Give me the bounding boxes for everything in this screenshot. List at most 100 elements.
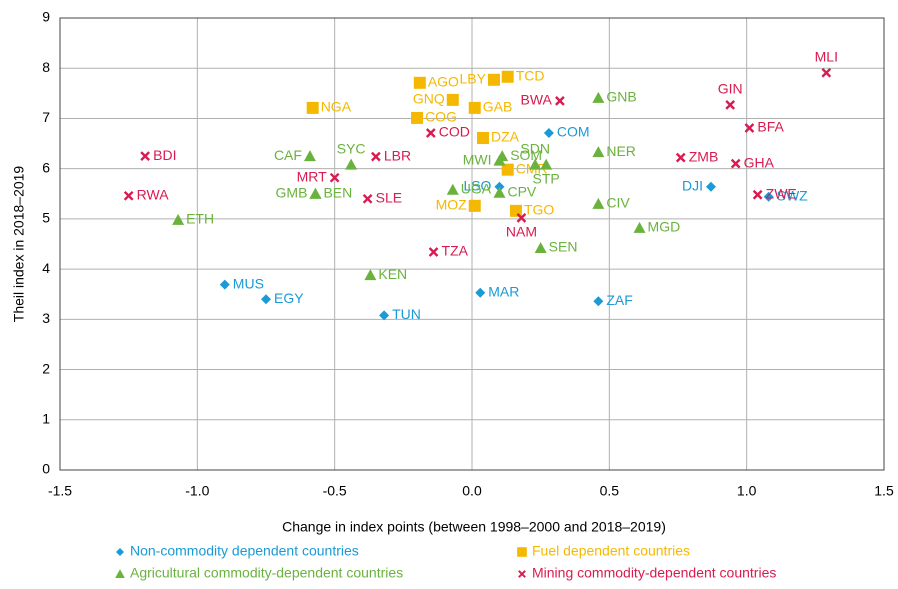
point: [345, 158, 358, 170]
point: [494, 181, 505, 192]
point-label: BWA: [521, 92, 553, 108]
point: [306, 101, 319, 114]
point-label: BDI: [153, 147, 176, 163]
point: [140, 151, 150, 161]
point: [172, 213, 185, 225]
point: [468, 199, 481, 212]
y-tick-label: 1: [42, 410, 50, 426]
point-label: EGY: [274, 290, 304, 306]
point-label: UGA: [461, 180, 492, 196]
point-label: LBY: [460, 70, 487, 86]
legend-marker: [518, 570, 526, 578]
point: [329, 172, 340, 183]
legend-label: Agricultural commodity-dependent countri…: [130, 565, 403, 581]
point: [411, 111, 424, 124]
x-tick-label: -0.5: [323, 483, 347, 499]
point: [493, 186, 506, 198]
point-label: STP: [533, 170, 560, 186]
point: [476, 132, 489, 145]
point: [730, 158, 741, 169]
point-label: TGO: [524, 202, 554, 218]
point: [428, 247, 439, 257]
y-tick-label: 4: [42, 260, 50, 276]
y-tick-label: 7: [42, 109, 50, 125]
point-label: SOM: [510, 147, 542, 163]
y-tick-label: 2: [42, 360, 50, 376]
point-label: COM: [557, 124, 590, 140]
point-label: ETH: [186, 211, 214, 227]
point-label: NER: [606, 143, 636, 159]
point: [705, 181, 716, 192]
point: [379, 310, 390, 321]
point: [744, 123, 755, 133]
point-label: GHA: [744, 154, 775, 170]
point: [516, 213, 527, 223]
point-label: COG: [425, 109, 457, 125]
legend-label: Fuel dependent countries: [532, 543, 690, 559]
legend-marker: [115, 569, 125, 578]
point-label: DZA: [491, 129, 520, 145]
point: [529, 158, 542, 170]
point: [534, 242, 547, 254]
x-tick-label: -1.5: [48, 483, 72, 499]
point-label: CAF: [274, 147, 302, 163]
point: [496, 150, 509, 162]
point-label: ZMB: [689, 148, 719, 164]
point: [487, 73, 500, 86]
point: [413, 76, 426, 89]
point-label: LSO: [463, 177, 491, 193]
point-label: LBR: [384, 147, 411, 163]
point: [446, 93, 459, 106]
legend-marker: [116, 548, 124, 556]
point-label: GMB: [276, 184, 308, 200]
point-label: NGA: [321, 99, 352, 115]
x-tick-label: 1.0: [737, 483, 757, 499]
point: [362, 193, 373, 204]
point: [371, 151, 381, 162]
point-label: MOZ: [436, 197, 468, 213]
point-label: CPV: [507, 183, 536, 199]
point-label: MGD: [648, 219, 681, 235]
y-tick-label: 8: [42, 59, 50, 75]
point-label: ZAF: [606, 292, 632, 308]
point: [675, 152, 686, 163]
point: [219, 279, 230, 290]
point: [592, 91, 605, 103]
point: [725, 100, 736, 110]
x-tick-label: 1.5: [874, 483, 894, 499]
point: [821, 67, 832, 78]
point: [543, 128, 554, 139]
legend-label: Mining commodity-dependent countries: [532, 565, 776, 581]
point: [364, 269, 377, 281]
point-label: GNQ: [413, 91, 445, 107]
point: [763, 191, 774, 202]
point-label: TZA: [442, 243, 469, 259]
point: [303, 150, 316, 162]
point-label: NAM: [506, 224, 537, 240]
y-tick-label: 6: [42, 159, 50, 175]
point: [633, 221, 646, 233]
point: [592, 197, 605, 209]
x-tick-label: -1.0: [185, 483, 209, 499]
point-label: SWZ: [777, 187, 809, 203]
point-label: KEN: [378, 266, 407, 282]
y-tick-label: 3: [42, 310, 50, 326]
point-label: DJI: [682, 177, 703, 193]
x-tick-label: 0.5: [600, 483, 620, 499]
point: [261, 294, 271, 305]
y-axis-label: Theil index in 2018–2019: [11, 166, 27, 323]
point-label: GNB: [606, 89, 636, 105]
point-label: COD: [439, 124, 470, 140]
point: [425, 128, 436, 138]
point: [501, 70, 514, 83]
point-label: GAB: [483, 99, 513, 115]
point-label: CIV: [606, 195, 630, 211]
point: [123, 190, 134, 201]
x-tick-label: 0.0: [462, 483, 482, 499]
point-label: SEN: [549, 239, 578, 255]
point-label: MAR: [488, 283, 519, 299]
point: [752, 189, 763, 200]
point: [309, 187, 322, 199]
x-axis-label: Change in index points (between 1998–200…: [282, 519, 666, 535]
point-label: AGO: [428, 73, 459, 89]
